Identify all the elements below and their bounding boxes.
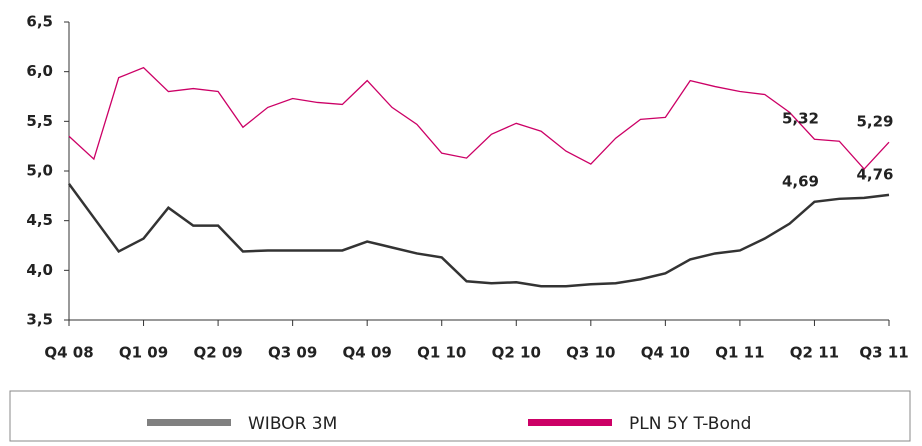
x-tick-label: Q4 08	[44, 344, 93, 362]
legend-swatch	[528, 419, 612, 426]
y-tick-label: 4,5	[26, 211, 53, 229]
data-label: 4,76	[856, 165, 893, 183]
x-tick-label: Q1 10	[417, 344, 466, 362]
x-tick-label: Q1 09	[119, 344, 168, 362]
legend-box	[9, 390, 911, 442]
y-tick-label: 5,0	[26, 162, 53, 180]
x-tick-label: Q4 10	[641, 344, 690, 362]
x-tick-label: Q1 11	[715, 344, 764, 362]
x-tick-label: Q2 10	[492, 344, 541, 362]
data-label: 4,69	[782, 172, 819, 190]
data-label: 5,29	[856, 113, 893, 131]
legend-swatch	[147, 419, 231, 426]
x-tick-label: Q4 09	[343, 344, 392, 362]
x-tick-label: Q2 09	[193, 344, 242, 362]
y-tick-label: 5,5	[26, 112, 53, 130]
x-tick-label: Q3 11	[859, 344, 908, 362]
legend-label: PLN 5Y T-Bond	[629, 414, 751, 434]
x-tick-label: Q3 09	[268, 344, 317, 362]
y-tick-label: 4,0	[26, 261, 53, 279]
y-tick-label: 3,5	[26, 311, 53, 329]
x-tick-label: Q2 11	[790, 344, 839, 362]
x-tick-label: Q3 10	[566, 344, 615, 362]
y-tick-label: 6,0	[26, 62, 53, 80]
y-tick-label: 6,5	[26, 13, 53, 31]
series-line	[67, 183, 890, 288]
series-line	[68, 66, 890, 170]
data-label: 5,32	[782, 110, 819, 128]
legend-label: WIBOR 3M	[248, 414, 337, 434]
